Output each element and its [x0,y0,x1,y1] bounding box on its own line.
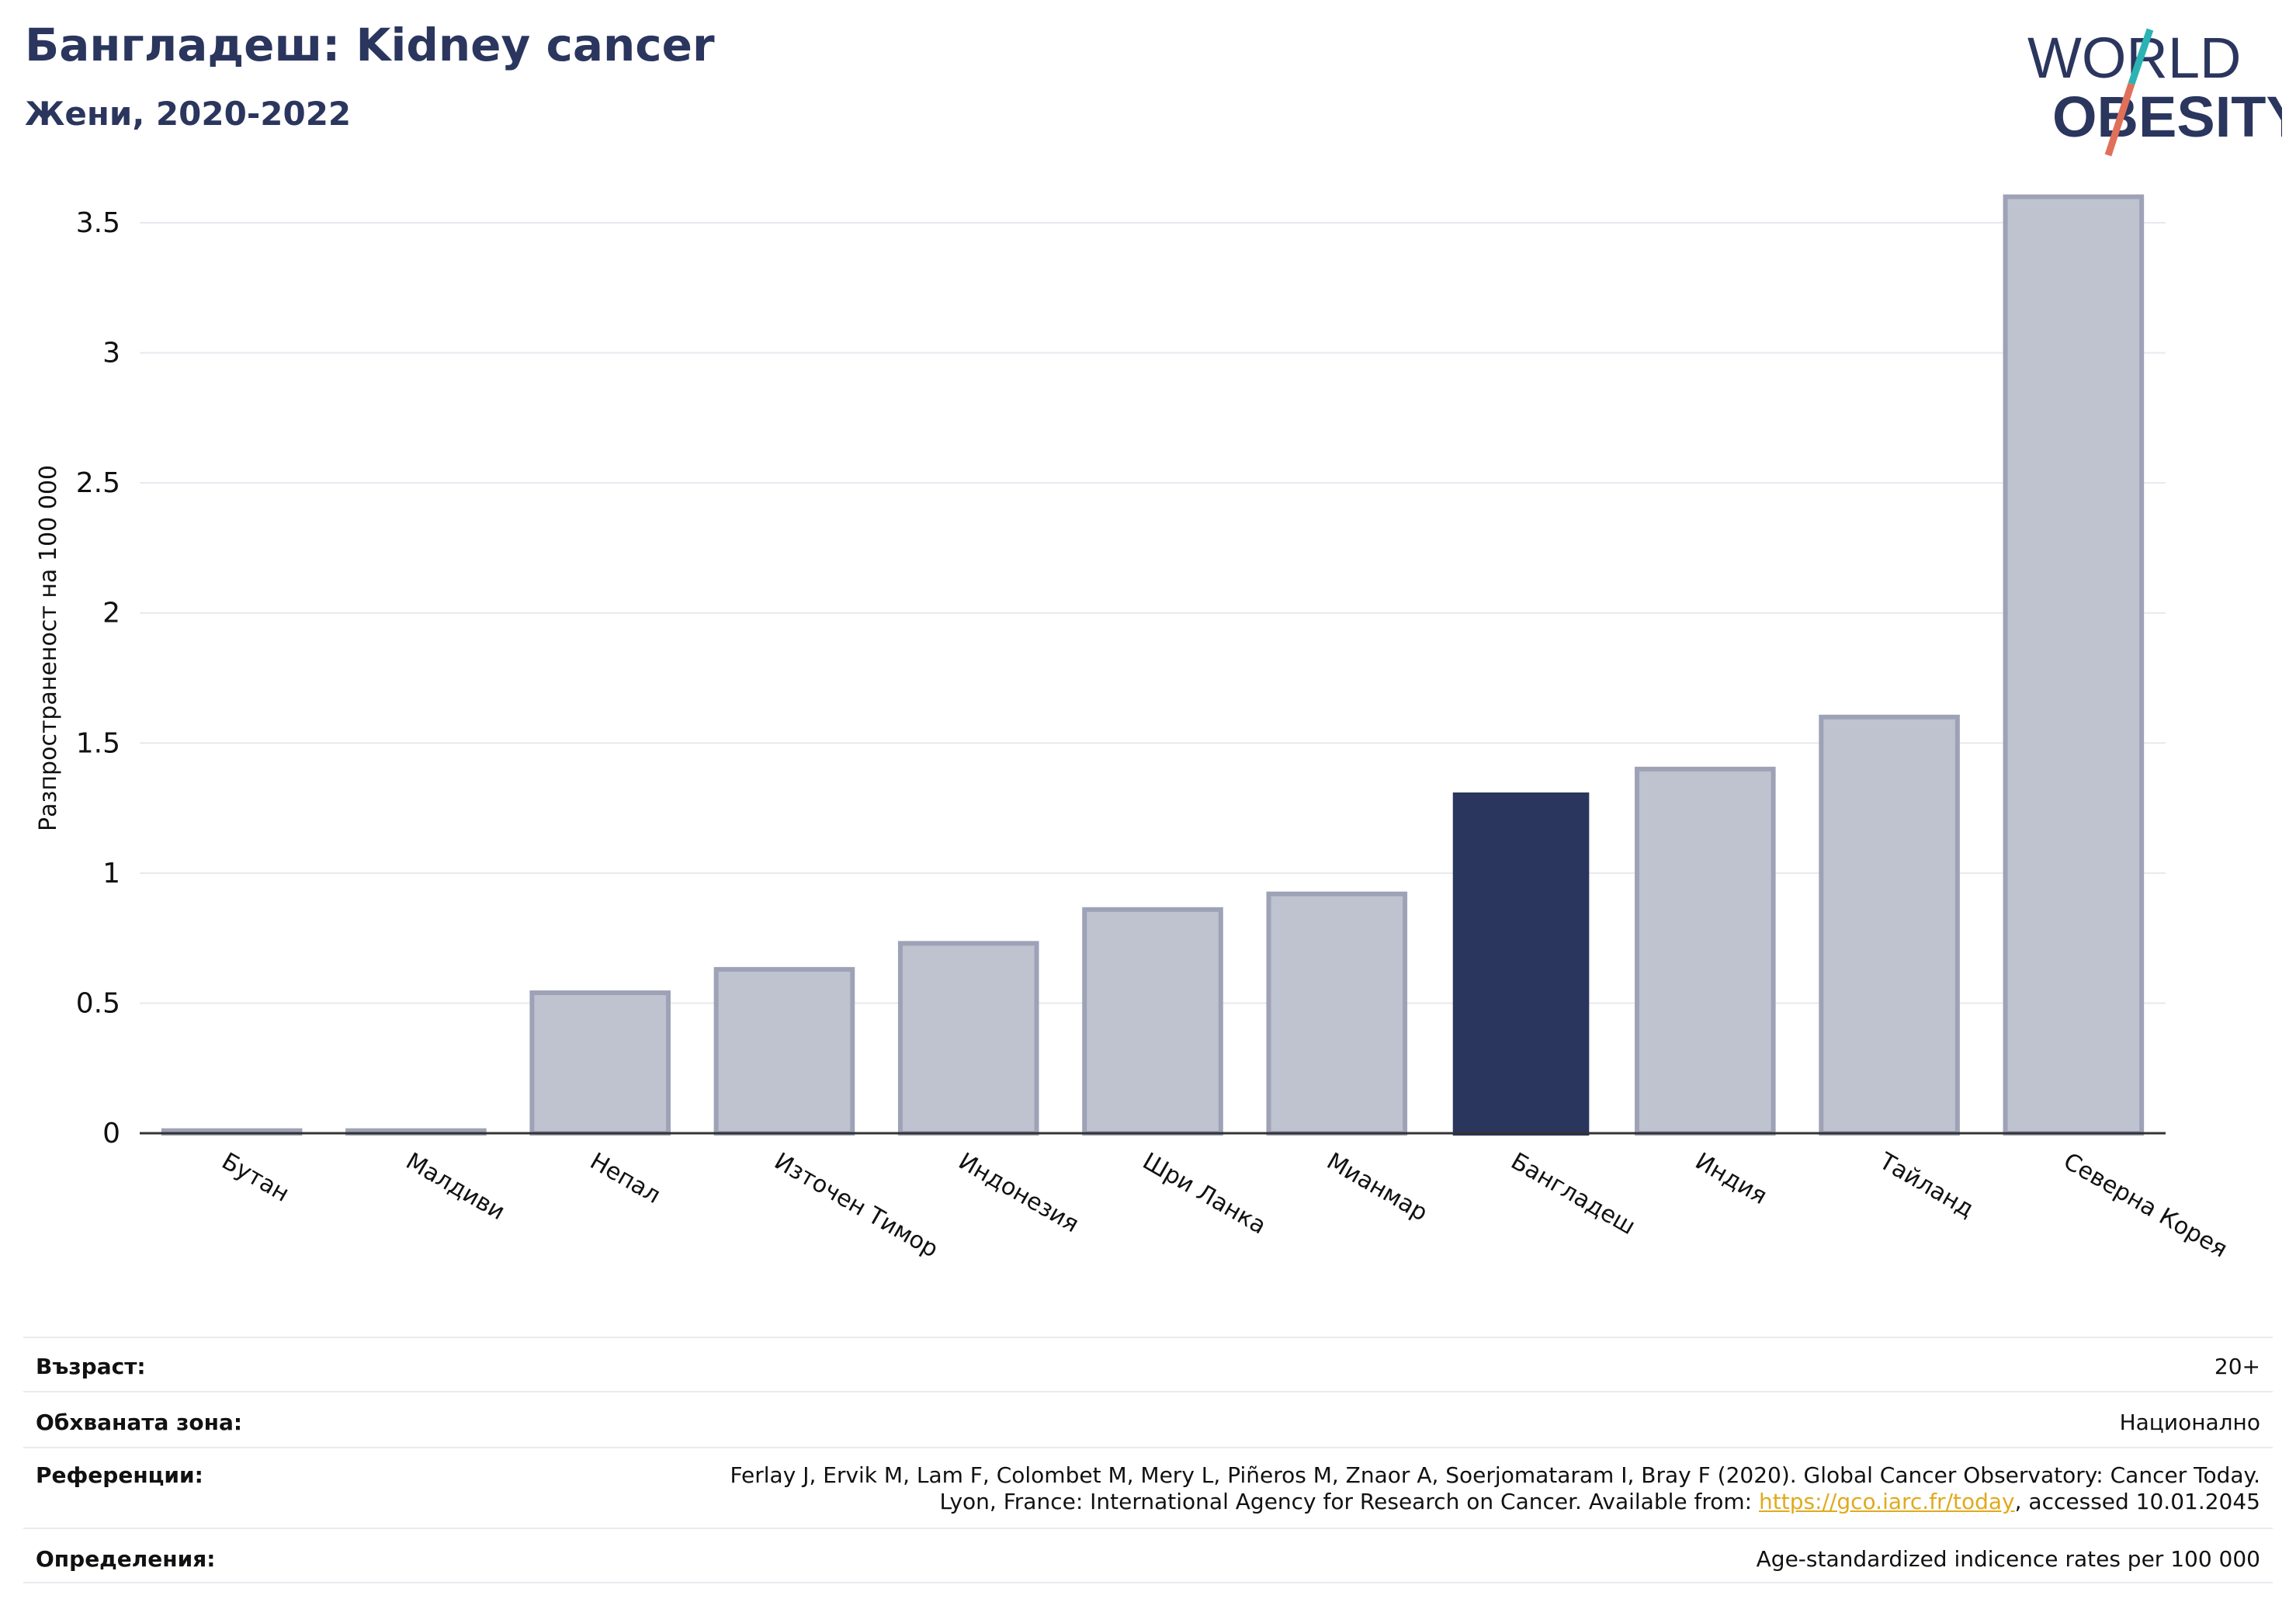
y-tick-label: 2.5 [76,467,120,499]
y-tick-label: 0.5 [76,987,120,1019]
chart-title: Бангладеш: Kidney cancer [25,19,715,71]
area-value: Национално [2119,1410,2260,1435]
references-line2-post: , accessed 10.01.2045 [2014,1489,2260,1514]
logo-line2: OBESITY [2052,85,2282,149]
world-obesity-logo: WORLD OBESITY [2027,26,2282,157]
x-tick-label: Бутан [217,1148,294,1208]
x-tick-label: Индия [1691,1148,1771,1210]
y-tick-label: 1 [102,858,120,890]
logo-slash-teal [2128,28,2154,85]
x-tick-label: Индонезия [954,1148,1084,1239]
x-tick-label: Бангладеш [1507,1148,1640,1241]
bar [1819,714,1960,1136]
bar-layer [140,194,2166,1136]
bar [529,990,671,1136]
references-link[interactable]: https://gco.iarc.fr/today [1759,1489,2015,1514]
references-value: Ferlay J, Ervik M, Lam F, Colombet M, Me… [730,1462,2260,1515]
x-tick-label: Непал [585,1148,665,1209]
bar [1082,907,1223,1136]
definitions-value: Age-standardized indicence rates per 100… [1756,1546,2260,1572]
chart-subtitle: Жени, 2020-2022 [25,95,352,133]
x-tick-labels: Бутан Малдиви Непал Източен Тимор Индонезия Ш… [217,1147,2232,1264]
info-table-bottom-rule [23,1582,2273,1583]
area-label: Обхваната зона: [36,1410,243,1435]
y-tick-label: 3 [102,338,120,369]
y-tick-labels: 0 0.5 1 1.5 2 2.5 3 3.5 [76,207,120,1150]
info-row-area: Обхваната зона: Национално [23,1391,2273,1447]
age-label: Възраст: [36,1354,146,1379]
x-tick-label: Източен Тимор [769,1148,942,1264]
bar [1266,891,1408,1136]
x-tick-label: Мианмар [1322,1148,1432,1227]
references-label: Референции: [36,1462,203,1488]
x-tick-label: Шри Ланка [1138,1148,1271,1240]
bar [1635,766,1776,1136]
logo-slash-red [2104,82,2135,157]
x-tick-label: Северна Корея [2058,1148,2232,1264]
references-line1: Ferlay J, Ervik M, Lam F, Colombet M, Me… [730,1462,2260,1488]
references-line2-pre: Lyon, France: International Agency for R… [939,1489,1759,1514]
bar [897,941,1039,1136]
age-value: 20+ [2214,1354,2260,1379]
x-tick-label: Тайланд [1874,1147,1979,1223]
x-tick-label: Малдиви [401,1148,509,1226]
references-line2: Lyon, France: International Agency for R… [730,1489,2260,1515]
bar [1452,792,1590,1136]
bar [713,966,855,1136]
definitions-label: Определения: [36,1546,216,1572]
bar-chart: 0 0.5 1 1.5 2 2.5 3 3.5 Бутан Малдиви Непал Източе… [35,194,2232,1264]
y-tick-label: 0 [102,1118,120,1150]
y-axis-label: Разпространеност на 100 000 [35,465,62,831]
y-tick-label: 2 [102,598,120,629]
bar [2003,194,2145,1136]
info-row-age: Възраст: 20+ [23,1337,2273,1391]
y-tick-label: 3.5 [76,207,120,239]
info-row-definitions: Определения: Age-standardized indicence … [23,1528,2273,1583]
y-tick-label: 1.5 [76,727,120,759]
info-row-references: Референции: Ferlay J, Ervik M, Lam F, Co… [23,1447,2273,1529]
